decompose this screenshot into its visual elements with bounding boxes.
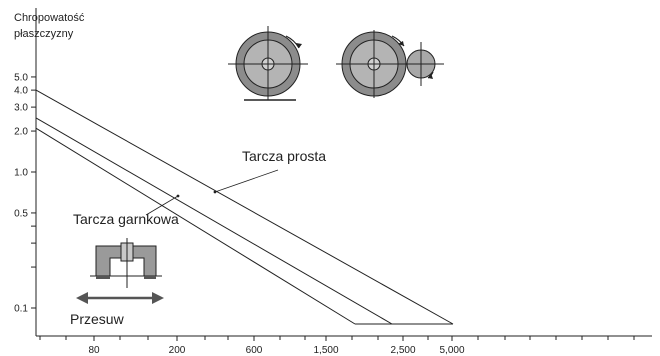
y-ticks: 0.1 0.5 1.0 2.0 3.0 4.0 5.0 xyxy=(14,72,36,315)
y-tick-label: 2.0 xyxy=(14,127,28,138)
x-tick-label: 200 xyxy=(169,345,186,356)
label-tarcza-prosta: Tarcza prosta xyxy=(242,148,326,164)
cup-wheel-with-workpiece-icon xyxy=(336,30,444,98)
cup-wheel-section-icon xyxy=(90,238,162,288)
series-line-2 xyxy=(35,117,393,325)
x-tick-label: 1,500 xyxy=(313,345,338,356)
x-tick-label: 80 xyxy=(88,345,100,356)
label-tarcza-garnkowa: Tarcza garnkowa xyxy=(73,211,179,227)
y-tick-label: 5.0 xyxy=(14,72,28,83)
feed-arrow-icon xyxy=(76,292,164,304)
leader-tarcza-prosta xyxy=(214,169,279,193)
series-line-3 xyxy=(35,127,356,325)
series-line-1 xyxy=(35,89,454,325)
x-tick-label: 2,500 xyxy=(390,345,415,356)
y-tick-label: 3.0 xyxy=(14,103,28,114)
leader-tarcza-garnkowa xyxy=(145,195,179,216)
leader-dot-tarcza-garnkowa xyxy=(176,194,180,198)
leader-dot-tarcza-prosta xyxy=(213,190,217,194)
straight-wheel-icon xyxy=(228,26,308,101)
label-przesuw: Przesuw xyxy=(70,311,125,327)
x-ticks: 80 200 600 1,500 2,500 5,000 xyxy=(39,336,635,356)
y-axis-title-line-1: Chropowatość xyxy=(14,12,85,24)
x-tick-label: 5,000 xyxy=(439,345,464,356)
x-tick-label: 600 xyxy=(246,345,263,356)
y-tick-label: 0.1 xyxy=(14,304,28,315)
y-tick-label: 4.0 xyxy=(14,86,28,97)
y-axis-title-line-2: płaszczyzny xyxy=(14,28,74,40)
y-tick-label: 1.0 xyxy=(14,168,28,179)
y-tick-label: 0.5 xyxy=(14,208,28,219)
series-lines xyxy=(35,89,454,325)
